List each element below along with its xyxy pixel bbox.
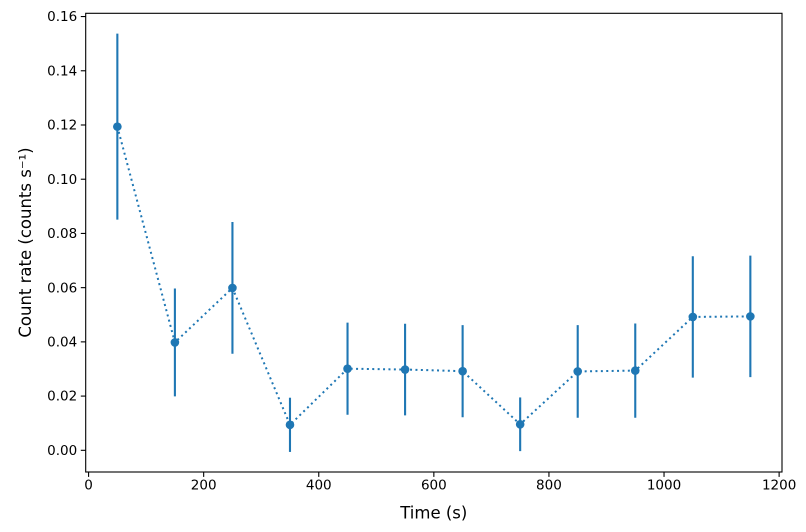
x-tick-label: 400 <box>306 478 332 494</box>
y-tick-label: 0.00 <box>47 443 77 459</box>
data-point <box>228 283 237 293</box>
data-point <box>746 312 755 321</box>
data-point <box>688 312 698 322</box>
x-tick-label: 1000 <box>647 478 681 494</box>
data-point <box>515 419 525 429</box>
x-tick-label: 800 <box>536 478 562 494</box>
data-point <box>343 364 352 374</box>
data-point <box>400 365 410 374</box>
data-point <box>170 338 180 347</box>
x-tick-label: 600 <box>421 478 447 494</box>
data-point <box>630 366 640 375</box>
x-tick-label: 0 <box>84 478 93 494</box>
y-tick-label: 0.12 <box>47 118 77 134</box>
y-axis-label: Count rate (counts s⁻¹) <box>16 147 35 337</box>
y-tick-label: 0.02 <box>47 389 77 405</box>
data-point <box>285 420 295 430</box>
data-point <box>458 366 467 376</box>
plot-area: 0 200 400 600 800 1000 1200 0.00 0.02 0.04 0.06 0.0… <box>47 9 796 493</box>
y-tick-label: 0.14 <box>47 63 77 79</box>
data-point <box>573 367 583 376</box>
y-tick-label: 0.16 <box>47 9 77 25</box>
data-point <box>113 122 122 131</box>
plot-border <box>85 12 783 473</box>
y-tick-label: 0.06 <box>47 280 77 296</box>
y-tick-label: 0.04 <box>47 334 77 350</box>
x-tick-label: 1200 <box>762 478 796 494</box>
data-line <box>116 126 751 427</box>
y-tick-label: 0.08 <box>47 226 77 242</box>
x-axis-label: Time (s) <box>399 504 467 523</box>
x-tick-label: 200 <box>191 478 217 494</box>
y-tick-label: 0.10 <box>47 172 77 188</box>
